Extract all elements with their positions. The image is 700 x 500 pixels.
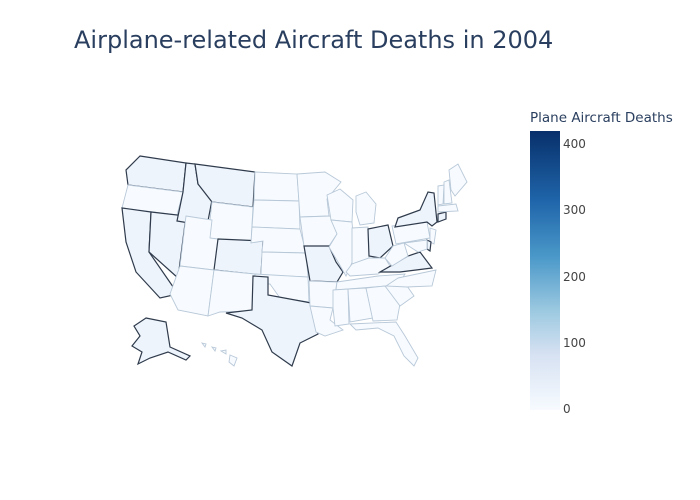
colorbar-title: Plane Aircraft Deaths (530, 110, 673, 126)
state-alaska[interactable] (131, 317, 192, 366)
state-north-carolina[interactable] (384, 269, 437, 288)
state-florida[interactable] (348, 321, 419, 367)
colorbar-tick-200: 200 (563, 270, 586, 284)
state-new-jersey[interactable] (429, 227, 437, 245)
state-south-dakota[interactable] (251, 199, 301, 230)
colorbar (530, 131, 560, 410)
state-arizona[interactable] (169, 265, 215, 317)
state-maryland[interactable] (402, 239, 428, 253)
state-mississippi[interactable] (332, 288, 350, 327)
state-delaware[interactable] (426, 239, 432, 253)
state-maine[interactable] (448, 163, 468, 197)
colorbar-tick-300: 300 (563, 203, 586, 217)
state-hawaii[interactable] (200, 342, 238, 367)
state-kansas[interactable] (260, 251, 309, 278)
state-texas[interactable] (225, 275, 319, 367)
state-colorado[interactable] (213, 238, 264, 276)
state-wyoming[interactable] (207, 201, 254, 244)
state-connecticut[interactable] (437, 211, 447, 223)
state-michigan[interactable] (355, 191, 377, 226)
state-massachusetts[interactable] (437, 203, 459, 213)
state-new-york[interactable] (394, 191, 438, 228)
colorbar-tick-400: 400 (563, 137, 586, 151)
state-ohio[interactable] (367, 224, 394, 259)
state-west-virginia[interactable] (384, 242, 409, 267)
colorbar-tick-0: 0 (563, 402, 571, 416)
state-new-mexico[interactable] (207, 269, 256, 317)
state-kentucky[interactable] (345, 257, 391, 277)
state-new-hampshire[interactable] (443, 179, 453, 205)
state-vermont[interactable] (437, 184, 445, 206)
colorbar-tick-100: 100 (563, 336, 586, 350)
state-wisconsin[interactable] (326, 188, 354, 223)
map-title: Airplane-related Aircraft Deaths in 2004 (74, 26, 554, 54)
state-north-dakota[interactable] (253, 171, 300, 202)
